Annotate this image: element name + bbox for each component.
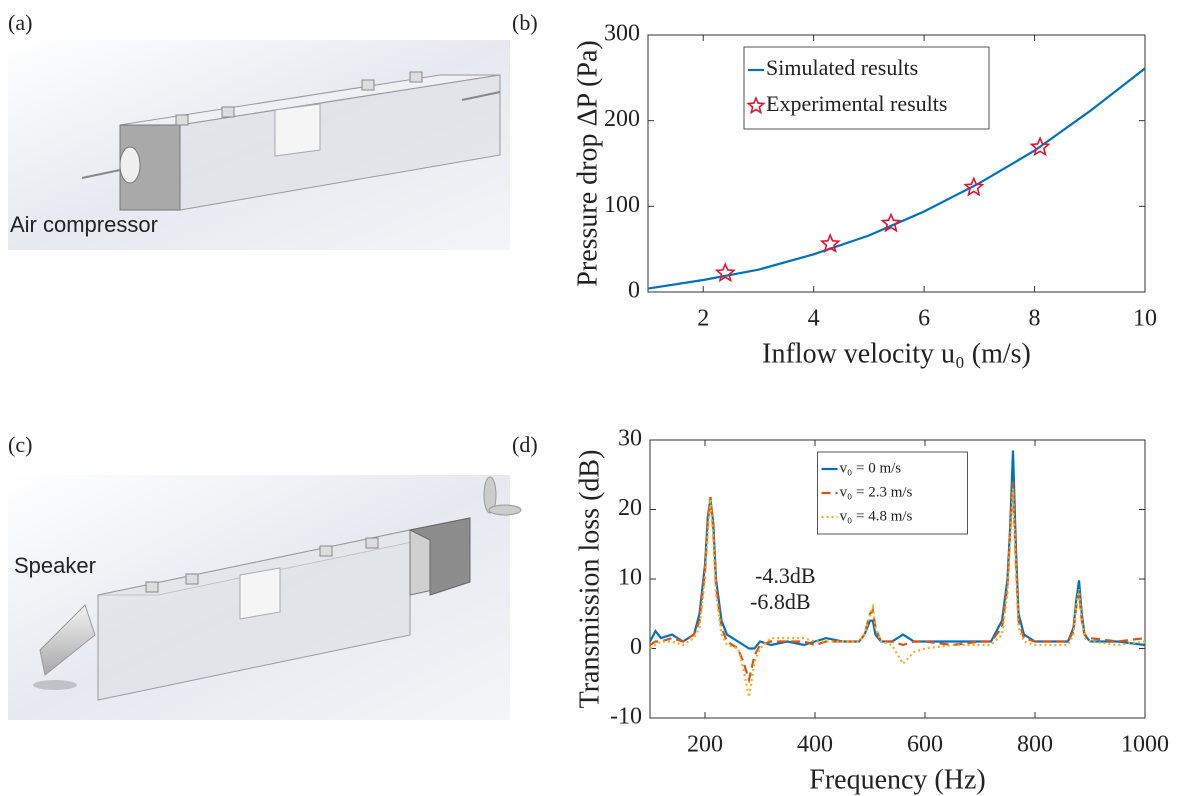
x-tick-label: 200 (687, 732, 723, 758)
y-axis-label: Transmission loss (dB) (574, 450, 605, 709)
annotation: -4.3dB (755, 563, 816, 588)
data-point (819, 232, 841, 253)
plot-frame (647, 34, 1146, 293)
panel-label: (b) (512, 10, 538, 35)
x-tick-label: 400 (797, 732, 833, 758)
y-tick-label: 200 (604, 106, 640, 132)
y-tick-label: 0 (630, 634, 642, 660)
legend-label: v₀ = 0 m/s (840, 460, 902, 476)
legend-label: v₀ = 2.3 m/s (840, 484, 913, 500)
x-axis-label: Frequency (Hz) (809, 764, 985, 795)
y-tick-label: 20 (618, 495, 642, 521)
legend-label: Experimental results (766, 91, 947, 116)
legend-box (743, 46, 990, 130)
y-tick-label: 300 (604, 21, 640, 47)
y-tick-label: 0 (628, 278, 640, 304)
panel-label: (c) (8, 432, 32, 457)
legend-label: Simulated results (766, 55, 918, 80)
y-axis-label: Pressure drop ΔP (Pa) (572, 40, 603, 286)
plot-frame (649, 439, 1146, 719)
y-tick-label: 10 (618, 565, 642, 591)
series-line (649, 488, 1146, 698)
data-point (714, 262, 736, 283)
y-tick-label: 100 (604, 192, 640, 218)
panel-label: (a) (8, 10, 32, 35)
illustration-c (8, 475, 522, 720)
x-tick-label: 2 (697, 306, 709, 332)
annotation: Air compressor (10, 212, 158, 237)
annotation: -6.8dB (750, 589, 811, 614)
x-tick-label: 10 (1133, 306, 1157, 332)
annotation: Speaker (14, 553, 96, 578)
y-tick-label: 30 (618, 426, 642, 452)
data-point (1029, 136, 1051, 157)
legend-marker (746, 95, 766, 115)
x-tick-label: 800 (1017, 732, 1053, 758)
y-tick-label: -10 (610, 704, 642, 730)
x-tick-label: 1000 (1121, 732, 1169, 758)
data-point (963, 176, 985, 197)
x-tick-label: 600 (907, 732, 943, 758)
illustration-a (8, 40, 510, 250)
data-point (880, 212, 902, 233)
panel-label: (d) (512, 432, 538, 457)
legend-label: v₀ = 4.8 m/s (840, 508, 913, 524)
x-tick-label: 6 (918, 306, 930, 332)
series-line (649, 481, 1146, 685)
x-tick-label: 4 (808, 306, 820, 332)
x-axis-label: Inflow velocity u₀ (m/s) (762, 338, 1031, 369)
x-tick-label: 8 (1029, 306, 1041, 332)
legend-box (817, 451, 968, 535)
